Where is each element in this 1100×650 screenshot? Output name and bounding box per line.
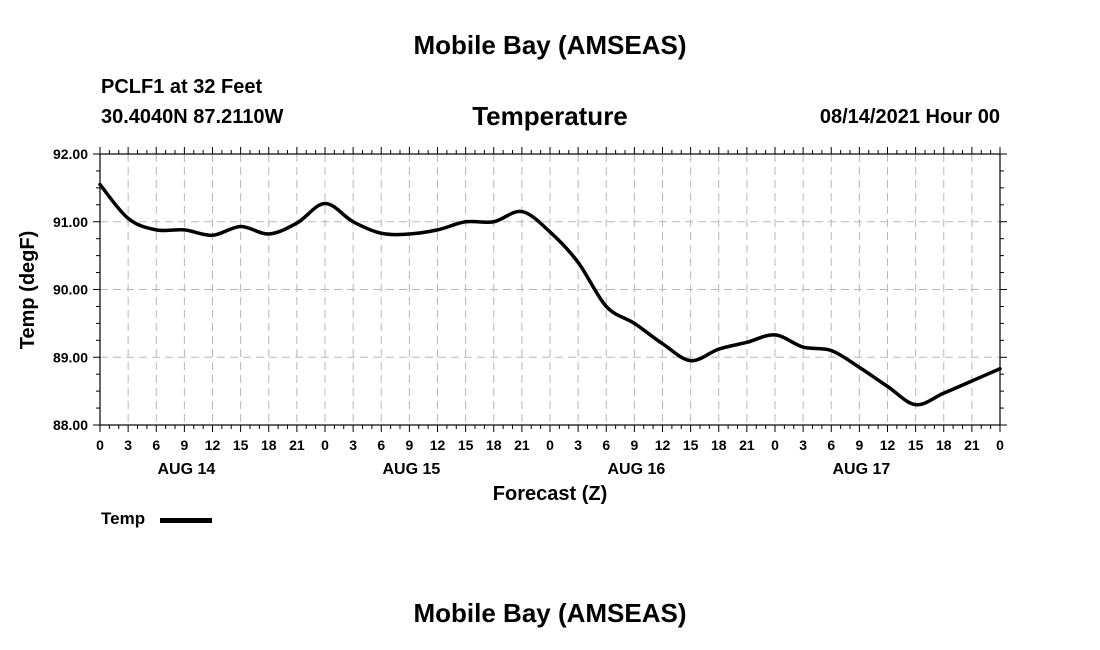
- x-tick-label: 9: [855, 437, 863, 453]
- station-label: PCLF1 at 32 Feet: [101, 76, 263, 98]
- x-tick-label: 9: [630, 437, 638, 453]
- y-tick-label: 91.00: [53, 214, 88, 230]
- day-label: AUG 14: [157, 461, 215, 478]
- variable-title: Temperature: [472, 101, 628, 131]
- x-tick-label: 21: [964, 437, 980, 453]
- y-tick-label: 88.00: [53, 417, 88, 433]
- series-line-temp: [98, 182, 1002, 407]
- legend-line-temp: [160, 518, 212, 523]
- series-layer: [98, 182, 1002, 407]
- x-tick-label: 3: [124, 437, 132, 453]
- footer-title: Mobile Bay (AMSEAS): [413, 598, 687, 628]
- day-label: AUG 15: [382, 461, 440, 478]
- x-tick-label: 6: [827, 437, 835, 453]
- y-tick-label: 92.00: [53, 146, 88, 162]
- x-tick-label: 12: [655, 437, 671, 453]
- forecast-datetime: 08/14/2021 Hour 00: [819, 106, 1000, 128]
- x-tick-label: 21: [739, 437, 755, 453]
- day-label: AUG 17: [832, 461, 890, 478]
- day-label: AUG 16: [607, 461, 665, 478]
- x-tick-label: 21: [514, 437, 530, 453]
- x-tick-label: 6: [602, 437, 610, 453]
- x-tick-label: 0: [546, 437, 554, 453]
- x-tick-label: 3: [799, 437, 807, 453]
- x-tick-label: 12: [430, 437, 446, 453]
- x-tick-label: 0: [996, 437, 1004, 453]
- x-tick-label: 18: [936, 437, 952, 453]
- y-tick-label: 90.00: [53, 282, 88, 298]
- chart-title: Mobile Bay (AMSEAS): [413, 30, 687, 60]
- x-tick-label: 18: [711, 437, 727, 453]
- x-tick-label: 15: [458, 437, 474, 453]
- x-tick-label: 9: [180, 437, 188, 453]
- x-tick-label: 0: [96, 437, 104, 453]
- x-tick-label: 15: [683, 437, 699, 453]
- x-tick-label: 18: [486, 437, 502, 453]
- x-tick-label: 12: [205, 437, 221, 453]
- y-tick-labels: 88.00 89.00 90.00 91.00 92.00: [53, 146, 88, 433]
- x-tick-label: 15: [233, 437, 249, 453]
- x-tick-labels: 0 3 6 9 12 15 18 21 0 3 6 9 12 15 18 21 0 3 6 9 12 15 18 21 0 3 6 9…: [96, 437, 1004, 453]
- day-labels: AUG 14 AUG 15 AUG 16 AUG 17: [157, 461, 890, 478]
- x-tick-label: 15: [908, 437, 924, 453]
- x-tick-label: 18: [261, 437, 277, 453]
- x-tick-label: 12: [880, 437, 896, 453]
- y-axis-label: Temp (degF): [17, 231, 39, 350]
- legend-label-temp: Temp: [101, 509, 146, 528]
- x-tick-label: 6: [377, 437, 385, 453]
- axis-ticks: [93, 147, 1007, 432]
- x-tick-label: 9: [405, 437, 413, 453]
- x-tick-label: 21: [289, 437, 305, 453]
- x-tick-label: 3: [349, 437, 357, 453]
- x-tick-label: 0: [321, 437, 329, 453]
- x-axis-label: Forecast (Z): [493, 483, 607, 505]
- grid: [100, 154, 1000, 425]
- x-tick-label: 0: [771, 437, 779, 453]
- x-tick-label: 6: [152, 437, 160, 453]
- y-tick-label: 89.00: [53, 349, 88, 365]
- x-tick-label: 3: [574, 437, 582, 453]
- station-coordinates: 30.4040N 87.2110W: [101, 106, 284, 128]
